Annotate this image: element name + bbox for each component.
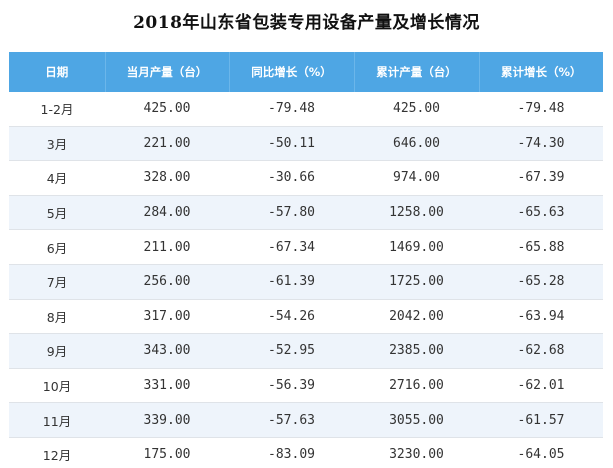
table-row: 5月 284.00 -57.80 1258.00 -65.63 [9,195,603,231]
monthly-output-cell: 221.00 [105,126,229,162]
cumulative-output-cell: 1469.00 [354,229,479,265]
yoy-growth-cell: -30.66 [229,160,354,196]
cumulative-growth-cell: -63.94 [479,299,603,335]
yoy-growth-cell: -83.09 [229,437,354,468]
yoy-growth-cell: -79.48 [229,92,354,127]
header-yoy-growth: 同比增长（%） [229,52,355,92]
table-row: 8月 317.00 -54.26 2042.00 -63.94 [9,299,603,335]
cumulative-growth-cell: -61.57 [479,402,603,438]
cumulative-growth-cell: -79.48 [479,92,603,127]
month-cell: 12月 [9,437,105,468]
header-cumulative-output: 累计产量（台） [354,52,480,92]
table-row: 12月 175.00 -83.09 3230.00 -64.05 [9,437,603,468]
table-row: 3月 221.00 -50.11 646.00 -74.30 [9,126,603,162]
cumulative-output-cell: 2042.00 [354,299,479,335]
header-row: 日期 当月产量（台） 同比增长（%） 累计产量（台） 累计增长（%） [9,52,603,92]
monthly-output-cell: 328.00 [105,160,229,196]
month-cell: 6月 [9,229,105,265]
cumulative-output-cell: 2385.00 [354,333,479,369]
monthly-output-cell: 317.00 [105,299,229,335]
cumulative-growth-cell: -64.05 [479,437,603,468]
month-cell: 5月 [9,195,105,231]
header-monthly-output: 当月产量（台） [105,52,230,92]
monthly-output-cell: 256.00 [105,264,229,300]
yoy-growth-cell: -67.34 [229,229,354,265]
cumulative-growth-cell: -74.30 [479,126,603,162]
cumulative-growth-cell: -62.68 [479,333,603,369]
table-row: 1-2月 425.00 -79.48 425.00 -79.48 [9,92,603,127]
cumulative-output-cell: 425.00 [354,92,479,127]
cumulative-output-cell: 1258.00 [354,195,479,231]
production-table: 日期 当月产量（台） 同比增长（%） 累计产量（台） 累计增长（%） 1-2月 4… [9,52,603,468]
month-cell: 11月 [9,402,105,438]
cumulative-growth-cell: -62.01 [479,368,603,404]
cumulative-growth-cell: -65.28 [479,264,603,300]
table-row: 9月 343.00 -52.95 2385.00 -62.68 [9,333,603,369]
table-header: 日期 当月产量（台） 同比增长（%） 累计产量（台） 累计增长（%） [9,52,603,92]
cumulative-output-cell: 3055.00 [354,402,479,438]
header-cumulative-growth: 累计增长（%） [479,52,603,92]
yoy-growth-cell: -56.39 [229,368,354,404]
month-cell: 8月 [9,299,105,335]
table-body: 1-2月 425.00 -79.48 425.00 -79.48 3月 221.00 -50.… [9,92,603,468]
monthly-output-cell: 175.00 [105,437,229,468]
yoy-growth-cell: -54.26 [229,299,354,335]
month-cell: 9月 [9,333,105,369]
table-row: 7月 256.00 -61.39 1725.00 -65.28 [9,264,603,300]
table-row: 10月 331.00 -56.39 2716.00 -62.01 [9,368,603,404]
month-cell: 7月 [9,264,105,300]
yoy-growth-cell: -52.95 [229,333,354,369]
monthly-output-cell: 284.00 [105,195,229,231]
monthly-output-cell: 211.00 [105,229,229,265]
monthly-output-cell: 339.00 [105,402,229,438]
header-date: 日期 [9,52,106,92]
cumulative-output-cell: 2716.00 [354,368,479,404]
monthly-output-cell: 331.00 [105,368,229,404]
month-cell: 4月 [9,160,105,196]
cumulative-output-cell: 974.00 [354,160,479,196]
cumulative-output-cell: 1725.00 [354,264,479,300]
cumulative-output-cell: 646.00 [354,126,479,162]
table-row: 6月 211.00 -67.34 1469.00 -65.88 [9,229,603,265]
yoy-growth-cell: -50.11 [229,126,354,162]
monthly-output-cell: 425.00 [105,92,229,127]
cumulative-growth-cell: -65.88 [479,229,603,265]
yoy-growth-cell: -61.39 [229,264,354,300]
page-title: 2018年山东省包装专用设备产量及增长情况 [133,13,480,33]
cumulative-output-cell: 3230.00 [354,437,479,468]
cumulative-growth-cell: -67.39 [479,160,603,196]
table-row: 11月 339.00 -57.63 3055.00 -61.57 [9,402,603,438]
cumulative-growth-cell: -65.63 [479,195,603,231]
month-cell: 10月 [9,368,105,404]
month-cell: 3月 [9,126,105,162]
month-cell: 1-2月 [9,92,105,127]
monthly-output-cell: 343.00 [105,333,229,369]
table-row: 4月 328.00 -30.66 974.00 -67.39 [9,160,603,196]
yoy-growth-cell: -57.63 [229,402,354,438]
yoy-growth-cell: -57.80 [229,195,354,231]
